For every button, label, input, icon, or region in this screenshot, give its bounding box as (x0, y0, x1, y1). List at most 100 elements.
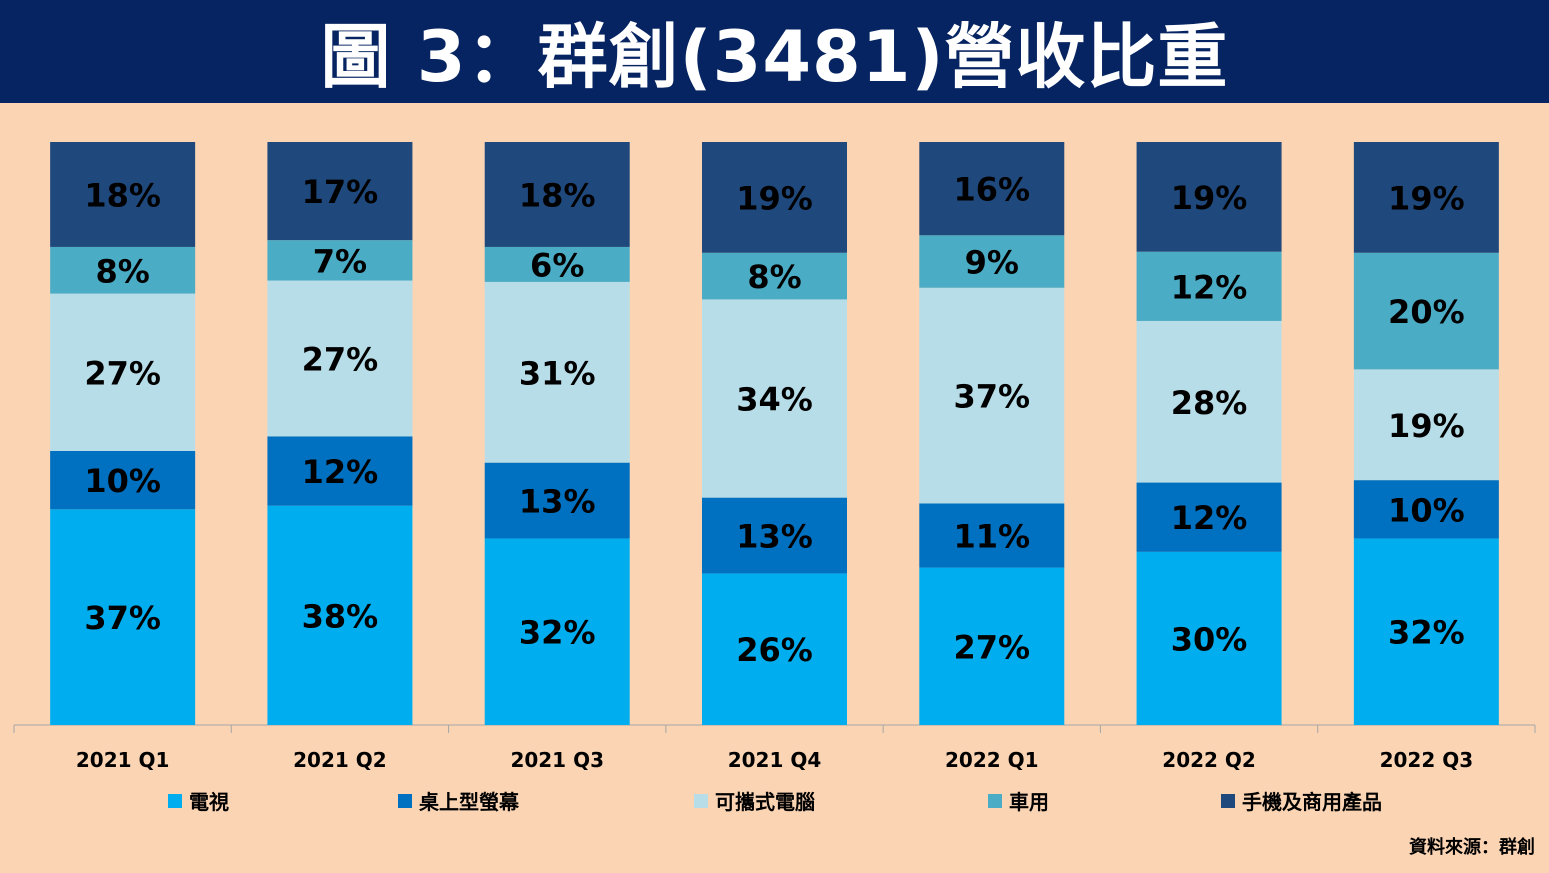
chart-legend: 電視 桌上型螢幕 可攜式電腦 車用 手機及商用產品 (0, 786, 1549, 816)
category-label: 2021 Q3 (510, 748, 604, 772)
bar-segment (267, 142, 413, 241)
data-label: 19% (736, 179, 813, 217)
bar-segment (484, 246, 630, 282)
data-label: 37% (84, 599, 161, 637)
bar-segment (1136, 320, 1282, 483)
bar-segment (50, 246, 196, 294)
bar-segment (484, 281, 630, 463)
data-label: 8% (95, 252, 149, 290)
legend-swatch (1221, 793, 1235, 808)
legend-label: 桌上型螢幕 (419, 790, 519, 814)
data-label: 26% (736, 631, 813, 669)
stacked-bar-chart: 37% 10% 27% 8% 18% 2021 Q1 38% 12% 27% 7% 17% 2021 … (13, 142, 1536, 772)
bar-segment (267, 505, 413, 725)
bar-segment (919, 287, 1065, 504)
bar-segment (50, 293, 196, 451)
category-label: 2022 Q3 (1380, 748, 1474, 772)
bar-segment (484, 142, 630, 247)
bar-segment (1136, 482, 1282, 552)
bar-segment (1353, 480, 1499, 539)
data-label: 13% (519, 483, 596, 521)
legend-item: 桌上型螢幕 (398, 786, 519, 815)
data-label: 34% (736, 381, 813, 419)
bar-group: 37% 10% 27% 8% 18% (50, 142, 196, 725)
legend-label: 手機及商用產品 (1242, 790, 1382, 814)
data-label: 8% (747, 258, 801, 296)
data-label: 37% (953, 378, 1030, 416)
bar-segment (50, 509, 196, 725)
data-label: 31% (519, 354, 596, 392)
data-label: 12% (302, 453, 379, 491)
legend-label: 車用 (1009, 790, 1049, 814)
bar-group: 27% 11% 37% 9% 16% (919, 142, 1065, 725)
bar-segment (484, 462, 630, 539)
legend-label: 可攜式電腦 (715, 790, 815, 814)
data-label: 9% (965, 244, 1019, 282)
data-label: 12% (1171, 268, 1248, 306)
bar-segment (919, 142, 1065, 236)
data-label: 32% (1388, 614, 1465, 652)
data-label: 17% (302, 173, 379, 211)
bar-group: 30% 12% 28% 12% 19% (1136, 142, 1282, 725)
data-label: 18% (84, 176, 161, 214)
bar-segment (702, 299, 847, 498)
bar-group: 26% 13% 34% 8% 19% (702, 142, 847, 725)
bar-segment (1353, 142, 1499, 253)
data-label: 27% (84, 354, 161, 392)
title-bar: 圖 3：群創(3481)營收比重 (0, 0, 1549, 103)
bar-segment (267, 280, 413, 437)
data-label: 7% (313, 242, 367, 280)
bar-segment (702, 252, 847, 300)
data-label: 12% (1171, 499, 1248, 537)
data-label: 16% (953, 171, 1030, 209)
data-label: 38% (302, 597, 379, 635)
data-label: 27% (953, 628, 1030, 666)
data-label: 28% (1171, 384, 1248, 422)
legend-item: 電視 (168, 786, 229, 815)
data-label: 10% (84, 462, 161, 500)
bar-segment (1136, 551, 1282, 725)
data-label: 19% (1388, 179, 1465, 217)
chart-title: 圖 3：群創(3481)營收比重 (320, 16, 1229, 98)
category-label: 2022 Q1 (945, 748, 1039, 772)
legend-item: 可攜式電腦 (694, 786, 815, 815)
bar-segment (50, 450, 196, 510)
bar-segment (484, 538, 630, 725)
data-label: 20% (1388, 293, 1465, 331)
bar-segment (1136, 251, 1282, 321)
data-label: 11% (953, 518, 1030, 556)
bar-segment (919, 503, 1065, 568)
bar-segment (1136, 142, 1282, 252)
category-label: 2021 Q1 (76, 748, 170, 772)
bar-segment (1353, 369, 1499, 481)
legend-swatch (988, 793, 1002, 808)
source-note: 資料來源：群創 (1409, 837, 1535, 858)
bar-group: 38% 12% 27% 7% 17% (267, 142, 413, 725)
data-label: 10% (1388, 491, 1465, 529)
data-label: 18% (519, 176, 596, 214)
legend-swatch (694, 793, 708, 808)
bar-group: 32% 13% 31% 6% 18% (484, 142, 630, 725)
data-label: 13% (736, 518, 813, 556)
legend-item: 手機及商用產品 (1221, 786, 1382, 815)
category-label: 2022 Q2 (1162, 748, 1256, 772)
data-label: 19% (1171, 179, 1248, 217)
bar-segment (50, 142, 196, 247)
bar-group: 32% 10% 19% 20% 19% (1353, 142, 1499, 725)
bar-segment (919, 235, 1065, 288)
category-label: 2021 Q4 (728, 748, 822, 772)
data-label: 30% (1171, 620, 1248, 658)
data-label: 6% (530, 246, 584, 284)
legend-item: 車用 (988, 786, 1049, 815)
data-label: 19% (1388, 407, 1465, 445)
bar-segment (1353, 252, 1499, 370)
legend-swatch (398, 793, 412, 808)
bar-segment (702, 142, 847, 253)
category-label: 2021 Q2 (293, 748, 387, 772)
data-label: 32% (519, 614, 596, 652)
bar-segment (267, 436, 413, 506)
bar-segment (702, 573, 847, 725)
bar-segment (1353, 538, 1499, 725)
bar-segment (919, 567, 1065, 725)
bar-segment (267, 240, 413, 281)
